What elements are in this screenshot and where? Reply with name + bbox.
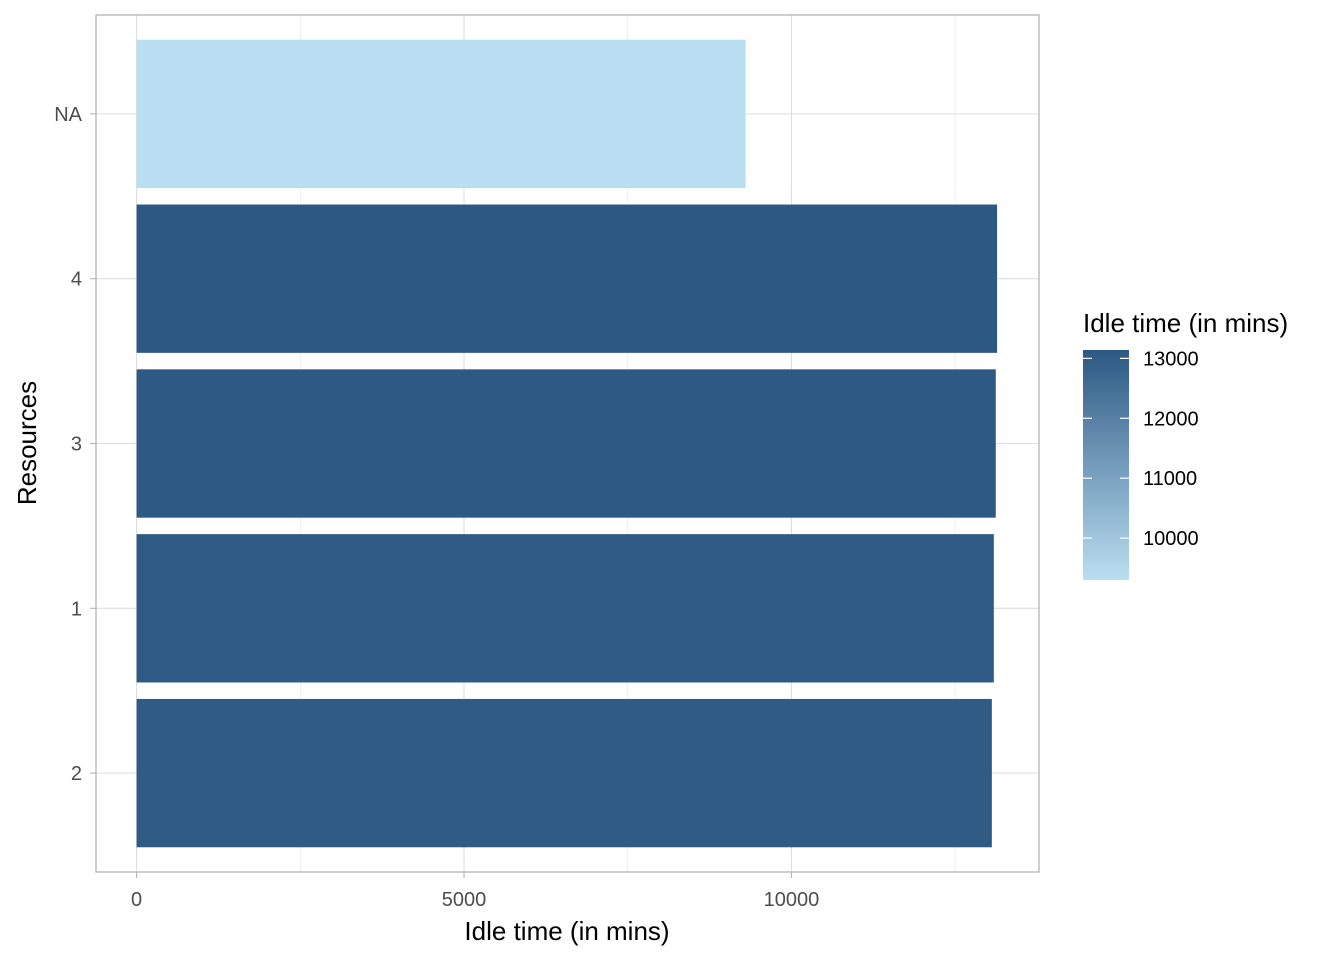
legend-tick-label: 12000 [1143,408,1199,430]
x-tick-label: 0 [131,889,142,911]
x-tick-label: 10000 [764,889,820,911]
x-axis-title: Idle time (in mins) [464,916,669,946]
y-tick-label: 1 [71,598,82,620]
y-tick-label: 3 [71,434,82,456]
y-tick-label: NA [54,104,82,126]
y-tick-label: 4 [71,269,82,291]
y-tick-label: 2 [71,763,82,785]
y-axis-ticks: 2 1 3 4 NA [54,104,96,785]
bar-4 [136,204,998,353]
legend-tick-label: 10000 [1143,528,1199,550]
y-axis-title: Resources [12,381,42,505]
bar-2 [136,698,992,848]
legend-colorbar [1083,350,1129,580]
x-axis-ticks: 0 5000 10000 [131,872,819,911]
legend: Idle time (in mins) 10000 11000 12000 13000 [1083,308,1288,580]
x-tick-label: 5000 [442,889,487,911]
legend-title: Idle time (in mins) [1083,308,1288,338]
bar-NA [136,39,746,189]
legend-ticks: 10000 11000 12000 13000 [1083,348,1199,550]
bars [136,39,998,848]
legend-tick-label: 11000 [1143,468,1197,490]
bar-1 [136,534,994,683]
bar-3 [136,369,996,518]
legend-tick-label: 13000 [1143,348,1199,370]
